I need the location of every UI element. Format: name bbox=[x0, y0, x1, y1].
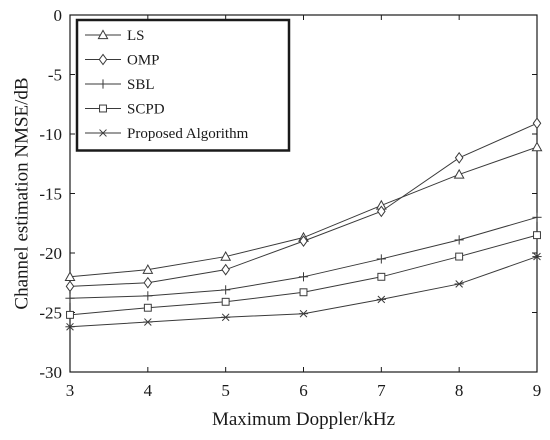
data-point-sbl bbox=[65, 293, 75, 303]
y-tick-label: -20 bbox=[39, 244, 62, 263]
data-point-proposed-algorithm bbox=[221, 313, 231, 322]
legend-item-proposed-algorithm: Proposed Algorithm bbox=[85, 126, 249, 142]
series-ls bbox=[64, 141, 543, 281]
data-point-omp bbox=[377, 205, 386, 218]
y-tick-label: -30 bbox=[39, 363, 62, 382]
legend: LS OMP SBL SCPD Proposed Algorithm bbox=[75, 18, 291, 152]
x-tick-label: 6 bbox=[299, 381, 308, 400]
data-point-omp bbox=[532, 117, 542, 130]
series-line-ls bbox=[69, 146, 538, 278]
data-point-ls bbox=[453, 168, 465, 179]
y-tick-label: -5 bbox=[48, 66, 62, 85]
series-proposed-algorithm bbox=[65, 252, 542, 331]
legend-label: SBL bbox=[127, 77, 155, 93]
legend-marker bbox=[98, 53, 108, 66]
legend-marker bbox=[99, 104, 107, 113]
data-point-ls bbox=[531, 141, 543, 152]
legend-item-sbl: SBL bbox=[85, 77, 155, 93]
x-tick-label: 9 bbox=[533, 381, 542, 400]
data-point-proposed-algorithm bbox=[65, 322, 75, 331]
legend-label: SCPD bbox=[127, 102, 165, 118]
series-line-sbl bbox=[69, 216, 538, 299]
data-point-scpd bbox=[533, 231, 541, 240]
data-point-sbl bbox=[298, 272, 309, 282]
legend-label: OMP bbox=[127, 53, 160, 69]
series-omp bbox=[65, 117, 542, 293]
data-point-scpd bbox=[377, 272, 386, 281]
data-point-proposed-algorithm bbox=[532, 252, 542, 261]
data-point-sbl bbox=[454, 235, 464, 245]
legend-marker bbox=[97, 29, 109, 40]
legend-label: LS bbox=[127, 28, 145, 44]
series-layer bbox=[64, 117, 543, 331]
x-tick-label: 3 bbox=[66, 381, 75, 400]
x-tick-label: 5 bbox=[221, 381, 230, 400]
data-point-sbl bbox=[376, 254, 386, 264]
data-point-ls bbox=[220, 250, 232, 261]
legend-item-scpd: SCPD bbox=[85, 102, 165, 118]
data-point-omp bbox=[65, 280, 75, 293]
y-tick-label: -10 bbox=[39, 125, 62, 144]
data-point-proposed-algorithm bbox=[454, 280, 464, 288]
legend-label: Proposed Algorithm bbox=[127, 126, 249, 142]
data-point-proposed-algorithm bbox=[376, 295, 386, 304]
data-point-omp bbox=[221, 263, 230, 276]
legend-marker bbox=[98, 79, 108, 89]
x-axis-label: Maximum Doppler/kHz bbox=[212, 409, 395, 430]
series-sbl bbox=[65, 212, 542, 303]
data-point-proposed-algorithm bbox=[143, 318, 153, 326]
legend-box bbox=[75, 18, 291, 152]
legend-item-omp: OMP bbox=[85, 53, 160, 69]
data-point-sbl bbox=[532, 212, 542, 222]
data-point-omp bbox=[299, 235, 308, 248]
data-point-scpd bbox=[221, 297, 230, 306]
data-point-scpd bbox=[455, 252, 464, 261]
x-tick-label: 7 bbox=[377, 381, 386, 400]
x-tick-label: 4 bbox=[144, 381, 153, 400]
legend-marker bbox=[98, 129, 108, 137]
y-axis-label: Channel estimation NMSE/dB bbox=[11, 77, 32, 309]
data-point-scpd bbox=[143, 303, 152, 312]
legend-item-ls: LS bbox=[85, 28, 145, 44]
x-tick-label: 8 bbox=[455, 381, 464, 400]
data-point-scpd bbox=[299, 288, 308, 297]
series-scpd bbox=[66, 231, 541, 319]
data-point-proposed-algorithm bbox=[298, 309, 309, 318]
data-point-ls bbox=[142, 264, 154, 274]
y-tick-label: -25 bbox=[39, 304, 62, 323]
data-point-omp bbox=[143, 276, 153, 289]
y-tick-label: 0 bbox=[54, 6, 63, 25]
data-point-sbl bbox=[221, 285, 231, 295]
axes-layer: 3 4 5 6 7 8 9 0 -5 -10 -15 -20 -25 -30 bbox=[39, 6, 541, 400]
data-point-omp bbox=[454, 151, 464, 164]
data-point-scpd bbox=[66, 310, 74, 319]
y-tick-label: -15 bbox=[39, 185, 62, 204]
data-point-sbl bbox=[143, 291, 153, 301]
